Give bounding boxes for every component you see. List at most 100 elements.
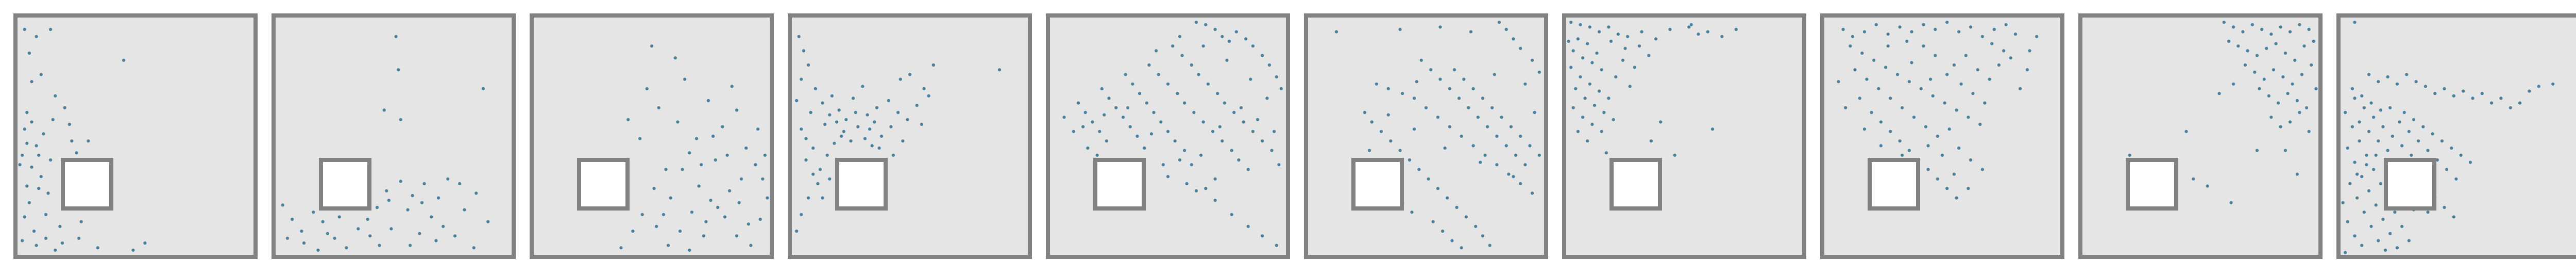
scatter-point <box>1161 163 1165 167</box>
scatter-point <box>2407 130 2411 133</box>
scatter-point <box>626 118 630 121</box>
scatter-point <box>1462 77 1466 81</box>
scatter-point <box>25 184 29 188</box>
scatter-point <box>1159 120 1163 124</box>
scatter-point <box>422 182 426 186</box>
scatter-point <box>1234 30 1238 34</box>
scatter-point <box>1199 153 1203 157</box>
scatter-point <box>870 144 874 148</box>
scatter-point <box>1479 160 1482 164</box>
scatter-point <box>2269 33 2273 36</box>
scatter-point <box>1531 191 1534 195</box>
scatter-point <box>631 229 635 233</box>
target-box <box>835 158 888 211</box>
scatter-point <box>804 137 808 140</box>
scatter-point <box>2372 116 2376 119</box>
scatter-point <box>2267 94 2270 98</box>
scatter-point <box>2431 132 2434 136</box>
scatter-point <box>1514 153 1518 157</box>
scatter-point <box>825 153 829 157</box>
scatter-point <box>1884 66 1888 69</box>
scatter-point <box>2499 96 2503 100</box>
scatter-point <box>852 96 855 100</box>
scatter-point <box>821 196 824 200</box>
scatter-point <box>1368 149 1371 152</box>
scatter-point <box>1922 44 1925 48</box>
scatter-point <box>434 239 438 243</box>
scatter-point <box>1967 187 1970 190</box>
scatter-point <box>1275 75 1278 79</box>
scatter-point <box>1576 37 1580 41</box>
scatter-point <box>2353 234 2357 238</box>
scatter-point <box>1980 168 1984 171</box>
scatter-point <box>77 236 81 240</box>
panel-7 <box>1562 13 1806 259</box>
target-box <box>61 158 113 211</box>
scatter-point <box>1239 106 1243 109</box>
scatter-point <box>1277 163 1281 167</box>
scatter-point <box>406 208 410 212</box>
scatter-point <box>1907 80 1911 84</box>
scatter-point <box>321 220 325 223</box>
scatter-point <box>1905 39 1909 43</box>
scatter-point <box>1943 101 1946 105</box>
scatter-point <box>863 137 867 140</box>
scatter-point <box>833 141 836 145</box>
scatter-layer <box>1062 21 1283 247</box>
scatter-point <box>1103 113 1106 117</box>
scatter-point <box>1100 87 1104 91</box>
scatter-point <box>35 35 38 38</box>
scatter-point <box>42 132 45 136</box>
scatter-point <box>1626 35 1630 38</box>
scatter-point <box>1429 68 1433 72</box>
scatter-point <box>700 163 703 167</box>
scatter-point <box>1481 96 1484 100</box>
scatter-point <box>1519 182 1522 186</box>
scatter-point <box>1098 130 1101 133</box>
scatter-point <box>856 125 860 128</box>
scatter-point <box>446 177 450 181</box>
panel-8 <box>1820 13 2064 259</box>
scatter-point <box>2417 139 2420 143</box>
scatter-point <box>1940 153 1944 157</box>
scatter-point <box>54 94 57 98</box>
scatter-point <box>823 122 827 126</box>
panel-2 <box>272 13 516 259</box>
scatter-point <box>35 244 38 247</box>
scatter-point <box>931 63 935 67</box>
scatter-point <box>2443 205 2446 209</box>
scatter-point <box>2283 51 2287 55</box>
scatter-point <box>1495 134 1499 138</box>
scatter-point <box>1571 49 1575 53</box>
scatter-point <box>1201 120 1205 124</box>
scatter-point <box>2360 94 2364 98</box>
scatter-point <box>1967 116 1970 119</box>
scatter-layer <box>619 44 769 252</box>
scatter-point <box>2407 239 2411 243</box>
scatter-point <box>735 108 738 112</box>
scatter-point <box>2391 134 2394 138</box>
scatter-point <box>1720 35 1724 38</box>
scatter-point <box>1952 63 1956 67</box>
scatter-point <box>2258 87 2261 91</box>
scatter-point <box>1934 27 1937 31</box>
scatter-point <box>1389 139 1393 143</box>
scatter-point <box>1931 94 1935 98</box>
scatter-point <box>873 120 876 124</box>
scatter-point <box>1379 130 1383 133</box>
scatter-point <box>1213 177 1217 181</box>
scatter-point <box>122 58 126 62</box>
scatter-point <box>58 224 62 228</box>
scatter-layer <box>795 35 1002 233</box>
scatter-point <box>2462 89 2465 93</box>
scatter-point <box>1879 120 1883 124</box>
scatter-point <box>1443 146 1447 150</box>
scatter-point <box>735 234 738 238</box>
scatter-layer <box>281 35 490 252</box>
scatter-point <box>39 175 43 179</box>
scatter-point <box>399 118 402 121</box>
scatter-point <box>1131 82 1134 86</box>
scatter-point <box>1623 46 1627 50</box>
target-box <box>1868 158 1920 211</box>
scatter-point <box>27 201 31 204</box>
